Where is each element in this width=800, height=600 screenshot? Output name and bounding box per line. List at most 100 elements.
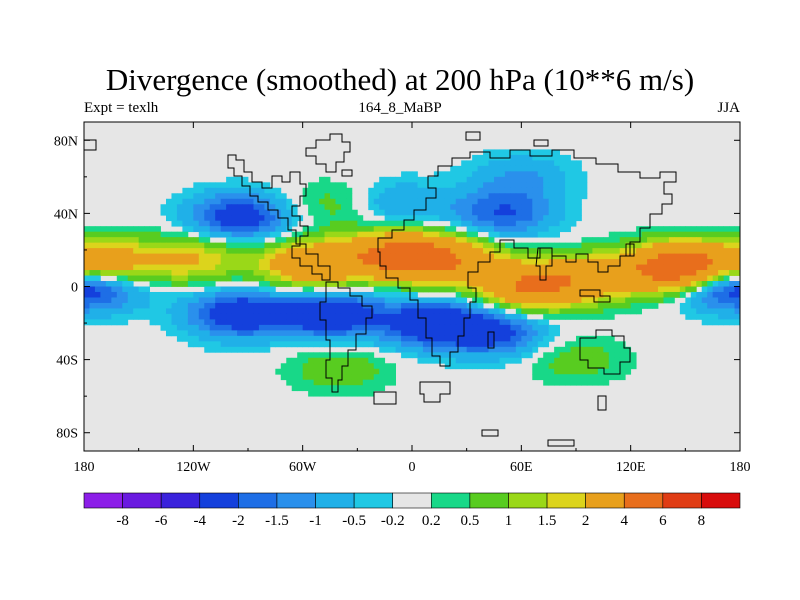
field-cell (504, 220, 511, 227)
field-cell (253, 346, 260, 353)
field-cell (384, 313, 391, 320)
field-cell (548, 308, 555, 315)
field-cell (494, 198, 500, 205)
field-cell (313, 335, 320, 342)
field-cell (335, 264, 342, 271)
field-cell (340, 291, 347, 298)
field-cell (395, 341, 402, 348)
field-cell (258, 264, 265, 271)
field-cell (559, 226, 566, 233)
field-cell (204, 270, 211, 276)
field-cell (193, 264, 200, 271)
field-cell (466, 330, 473, 337)
field-cell (264, 297, 271, 304)
field-cell (428, 264, 435, 271)
field-cell (510, 149, 517, 156)
field-cell (477, 352, 484, 359)
field-cell (209, 220, 216, 227)
field-cell (160, 237, 167, 244)
field-cell (532, 346, 539, 353)
field-cell (313, 302, 320, 309)
field-cell (466, 198, 473, 205)
field-cell (461, 165, 468, 172)
field-cell (433, 352, 440, 359)
field-cell (187, 242, 194, 249)
field-cell (105, 302, 112, 309)
field-cell (100, 286, 107, 293)
field-cell (712, 291, 719, 298)
field-cell (89, 248, 96, 254)
field-cell (401, 281, 407, 287)
field-cell (286, 264, 293, 271)
field-cell (532, 319, 539, 326)
field-cell (450, 297, 457, 304)
field-cell (455, 237, 462, 244)
field-cell (275, 264, 282, 271)
field-cell (226, 187, 232, 194)
field-cell (198, 209, 205, 216)
field-cell (297, 363, 304, 370)
field-cell (537, 248, 544, 254)
field-cell (362, 297, 369, 304)
field-cell (532, 264, 539, 271)
field-cell (308, 390, 314, 397)
field-cell (597, 368, 604, 375)
field-cell (346, 259, 353, 265)
field-cell (504, 335, 511, 342)
field-cell (663, 270, 670, 276)
field-cell (187, 275, 194, 282)
field-cell (718, 286, 724, 293)
field-cell (182, 242, 189, 249)
field-cell (647, 259, 653, 265)
field-cell (504, 324, 511, 331)
field-cell (176, 335, 183, 342)
field-cell (532, 171, 539, 178)
field-cell (193, 226, 200, 233)
field-cell (472, 363, 478, 370)
field-cell (510, 335, 517, 342)
field-cell (641, 259, 648, 265)
field-cell (526, 281, 533, 287)
field-cell (302, 259, 309, 265)
field-cell (614, 253, 621, 260)
field-cell (313, 368, 320, 375)
field-cell (685, 264, 692, 271)
field-cell (494, 324, 500, 331)
field-cell (220, 264, 227, 271)
field-cell (204, 341, 211, 348)
field-cell (614, 291, 621, 298)
field-cell (351, 209, 358, 216)
field-cell (729, 226, 735, 233)
field-cell (625, 253, 632, 260)
field-cell (100, 297, 107, 304)
field-cell (504, 187, 511, 194)
field-cell (433, 281, 440, 287)
field-cell (444, 204, 451, 211)
field-cell (608, 242, 615, 249)
field-cell (559, 176, 566, 183)
field-cell (209, 231, 216, 238)
field-cell (351, 313, 358, 320)
field-cell (171, 308, 178, 315)
field-cell (379, 368, 386, 375)
field-cell (526, 176, 533, 183)
field-cell (313, 182, 320, 189)
field-cell (625, 286, 632, 293)
field-cell (586, 313, 593, 320)
field-cell (450, 165, 457, 172)
field-cell (111, 253, 118, 260)
field-cell (340, 198, 347, 205)
field-cell (94, 242, 101, 249)
field-cell (379, 259, 386, 265)
field-cell (668, 248, 675, 254)
field-cell (641, 297, 648, 304)
field-cell (690, 231, 697, 238)
field-cell (105, 264, 112, 271)
field-cell (570, 281, 577, 287)
field-cell (723, 291, 730, 298)
field-cell (494, 253, 500, 260)
field-cell (401, 352, 407, 359)
field-cell (450, 248, 457, 254)
field-cell (417, 286, 424, 293)
field-cell (576, 176, 582, 183)
